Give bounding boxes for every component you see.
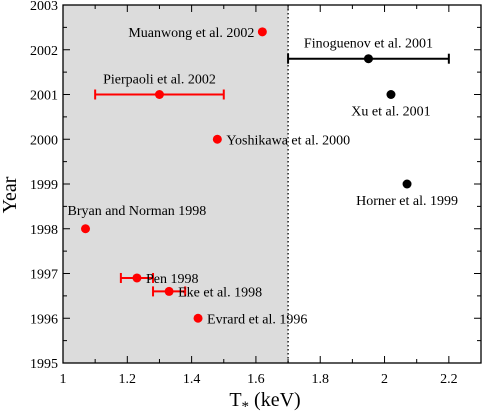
y-tick-label: 1997 [30, 268, 58, 283]
x-axis-title-subscript: * [242, 399, 250, 415]
plot-frame [62, 4, 482, 364]
x-tick-label: 2.2 [440, 372, 458, 387]
y-axis-title: Year [0, 176, 21, 213]
data-point [402, 179, 412, 189]
data-point [257, 27, 267, 37]
y-tick-label: 2003 [30, 0, 58, 14]
point-label: Pierpaoli et al. 2002 [103, 73, 216, 88]
y-tick-label: 1999 [30, 178, 58, 193]
data-point [164, 286, 174, 296]
data-point [154, 90, 164, 99]
y-tick-label: 2002 [30, 44, 58, 59]
point-label: Finoguenov et al. 2001 [304, 37, 433, 52]
data-point [81, 224, 91, 234]
y-tick-label: 1995 [30, 357, 58, 372]
x-tick-label: 1 [60, 372, 67, 387]
y-tick-label: 2001 [30, 89, 58, 104]
point-label: Yoshikawa et al. 2000 [226, 133, 350, 148]
x-tick-label: 1.8 [311, 372, 329, 387]
x-axis-title-main: T [229, 389, 241, 411]
x-axis-title: T* (keV) [229, 389, 300, 415]
y-tick-label: 1996 [30, 312, 58, 327]
tick-marks [62, 4, 481, 364]
point-label: Muanwong et al. 2002 [128, 26, 254, 41]
data-point [363, 54, 373, 64]
y-tick-labels: 1995 1996 1997 1998 1999 2000 2001 2002 2003 [30, 0, 58, 372]
data-point [193, 313, 203, 323]
x-axis-title-unit: (keV) [249, 389, 301, 411]
point-label: Pen 1998 [146, 272, 199, 287]
data-point [386, 90, 396, 99]
y-tick-label: 2000 [30, 133, 58, 148]
x-tick-labels: 1 1.2 1.4 1.6 1.8 2 2.2 [60, 372, 458, 387]
point-label: Horner et al. 1999 [356, 194, 458, 209]
point-label: Bryan and Norman 1998 [68, 204, 207, 219]
point-label: Xu et al. 2001 [351, 105, 430, 120]
data-point [132, 273, 142, 283]
x-tick-label: 1.6 [247, 372, 265, 387]
data-point [212, 134, 222, 144]
x-tick-label: 2 [381, 372, 388, 387]
x-tick-label: 1.4 [183, 372, 201, 387]
point-annotations: Muanwong et al. 2002 Pierpaoli et al. 200… [68, 26, 458, 327]
data-points [81, 27, 412, 323]
y-tick-label: 1998 [30, 223, 58, 238]
point-label: Eke et al. 1998 [178, 285, 262, 300]
point-label: Evrard et al. 1996 [207, 312, 307, 327]
x-tick-label: 1.2 [119, 372, 137, 387]
shaded-region [63, 5, 289, 363]
